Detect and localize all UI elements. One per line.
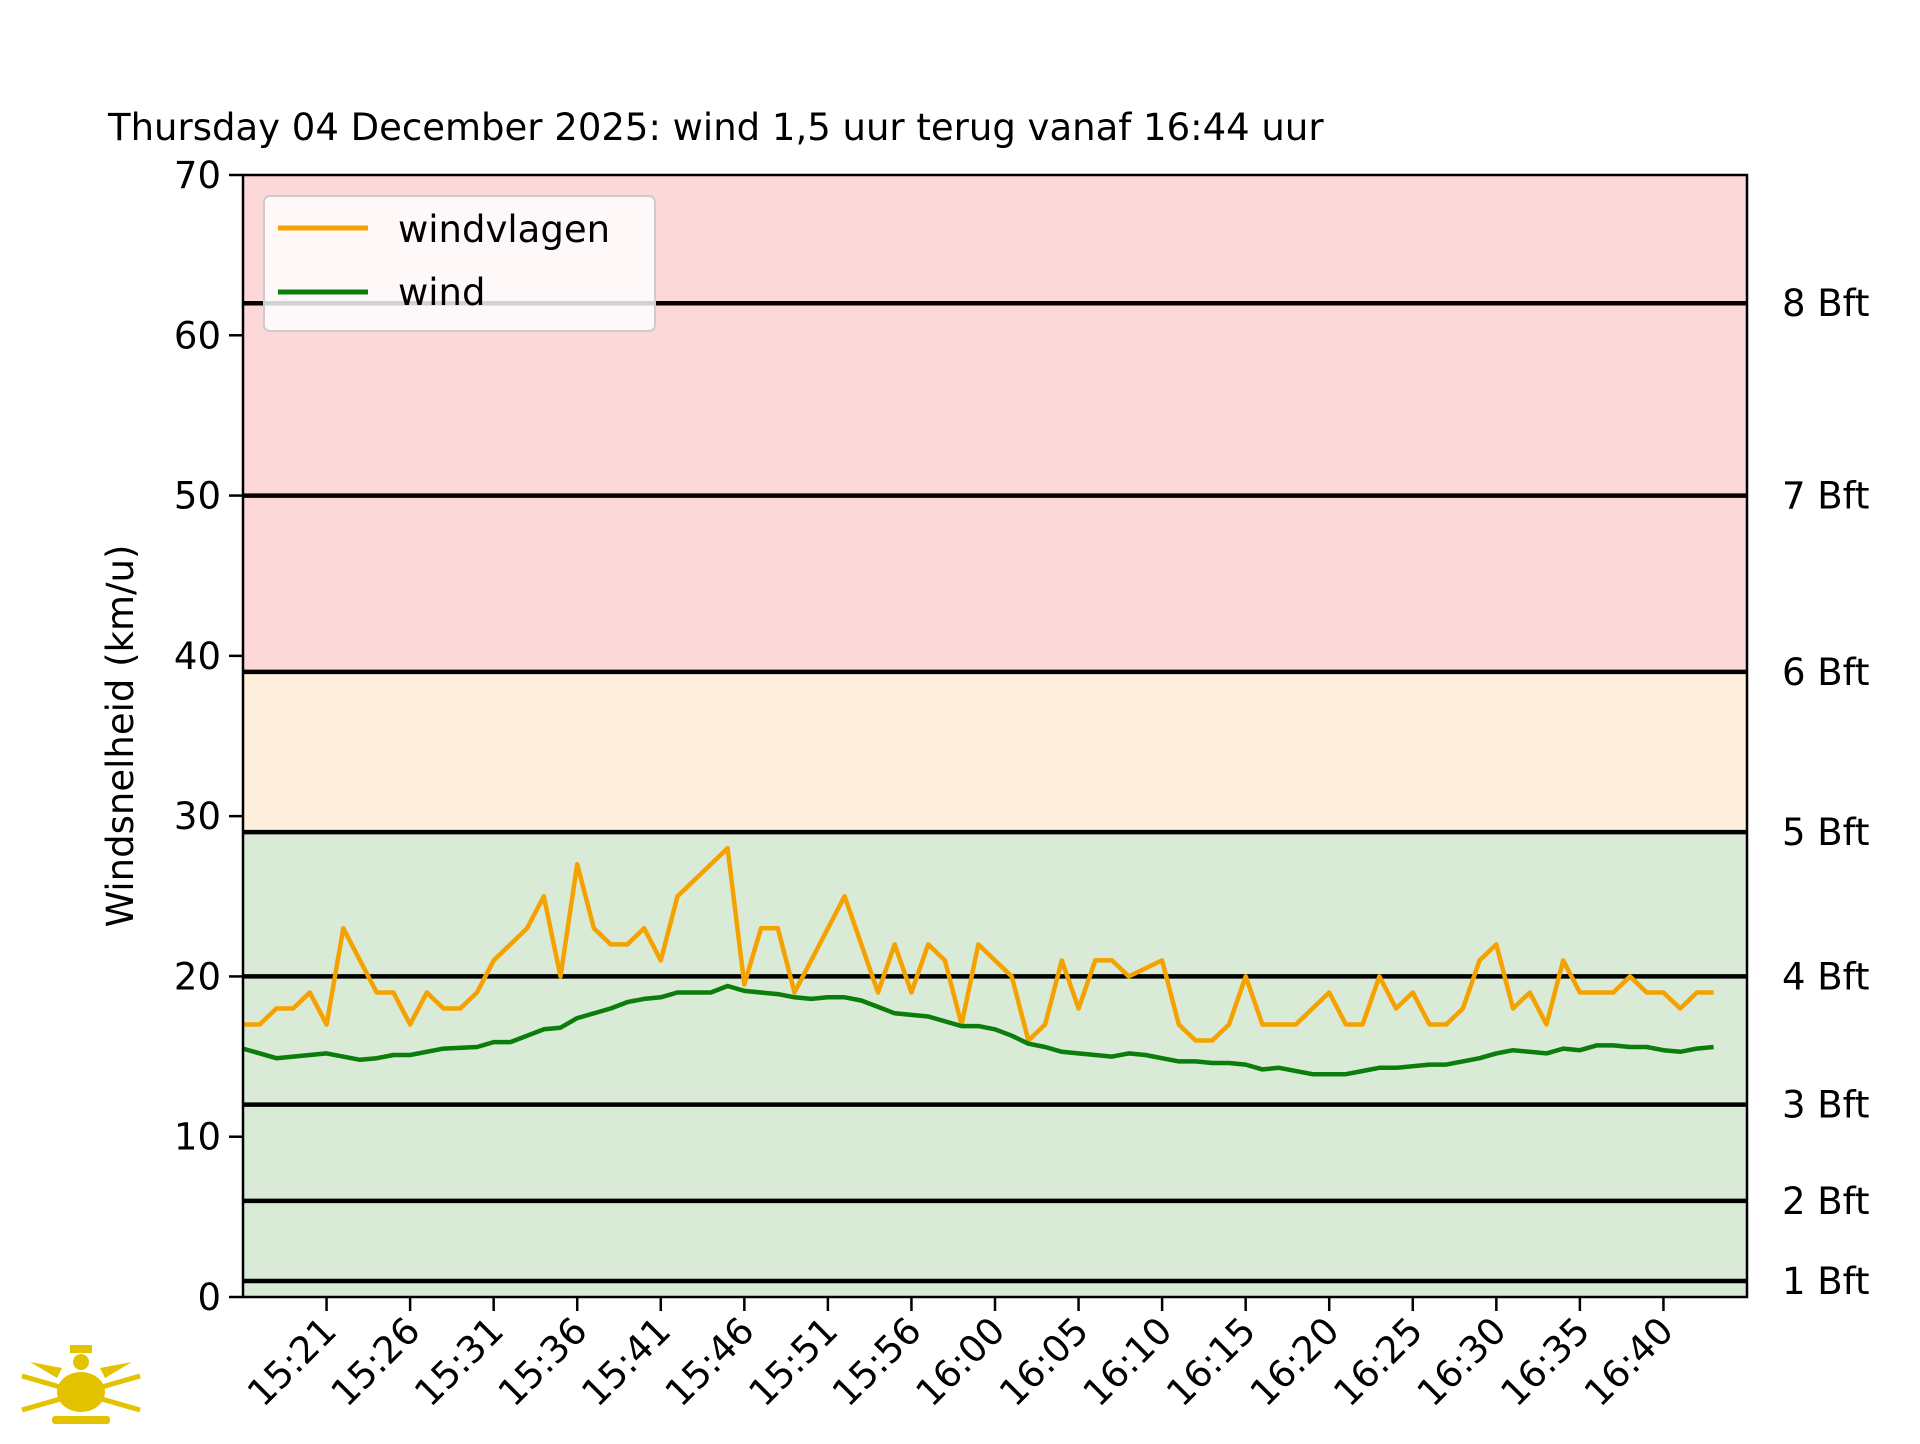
x-tick-label-16:00: 16:00	[908, 1309, 1014, 1415]
y-tick-label-50: 50	[174, 475, 221, 518]
beaufort-label-7: 7 Bft	[1782, 475, 1870, 518]
x-tick-label-15:31: 15:31	[406, 1309, 512, 1415]
x-tick-label-15:26: 15:26	[323, 1309, 429, 1415]
x-tick-label-16:05: 16:05	[991, 1309, 1097, 1415]
beaufort-label-6: 6 Bft	[1782, 651, 1870, 694]
y-tick-label-70: 70	[174, 154, 221, 197]
beaufort-label-3: 3 Bft	[1782, 1084, 1870, 1127]
y-tick-label-20: 20	[174, 955, 221, 998]
rowing-club-emblem-icon	[21, 1345, 141, 1424]
wind-zone-band-1	[243, 671, 1747, 833]
legend: windvlagen wind	[263, 195, 656, 332]
x-tick-label-16:20: 16:20	[1242, 1309, 1348, 1415]
beaufort-labels: 1 Bft 2 Bft 3 Bft 4 Bft 5 Bft 6 Bft 7 Bft 8 Bft	[1782, 282, 1870, 1303]
y-tick-label-60: 60	[174, 314, 221, 357]
y-tick-label-30: 30	[174, 795, 221, 838]
x-tick-label-16:25: 16:25	[1325, 1309, 1431, 1415]
beaufort-label-8: 8 Bft	[1782, 282, 1870, 325]
beaufort-label-4: 4 Bft	[1782, 955, 1870, 998]
legend-label-wind: wind	[398, 271, 485, 314]
x-tick-label-16:15: 16:15	[1158, 1309, 1264, 1415]
x-tick-label-15:56: 15:56	[824, 1309, 930, 1415]
y-tick-label-10: 10	[174, 1116, 221, 1159]
series-lines	[242, 845, 1714, 1077]
x-tick-label-16:10: 16:10	[1075, 1309, 1181, 1415]
wind-zone-bands	[243, 175, 1747, 1297]
beaufort-label-1: 1 Bft	[1782, 1260, 1870, 1303]
legend-label-windvlagen: windvlagen	[398, 208, 610, 251]
x-tick-label-15:41: 15:41	[573, 1309, 679, 1415]
x-tick-label-15:21: 15:21	[239, 1309, 345, 1415]
x-axis: 15:2115:2615:3115:3615:4115:4615:5115:56…	[239, 1297, 1682, 1415]
y-tick-label-0: 0	[197, 1276, 221, 1319]
series-line-wind	[242, 983, 1714, 1077]
y-axis: 0 10 20 30 40 50 60 70	[174, 154, 243, 1319]
series-line-windvlagen	[243, 845, 1714, 1043]
chart-title: Thursday 04 December 2025: wind 1,5 uur …	[107, 106, 1324, 149]
x-tick-label-15:46: 15:46	[657, 1309, 763, 1415]
x-tick-label-16:35: 16:35	[1492, 1309, 1598, 1415]
x-tick-label-15:36: 15:36	[490, 1309, 596, 1415]
y-axis-label: Windsnelheid (km/u)	[99, 545, 142, 928]
beaufort-label-5: 5 Bft	[1782, 811, 1870, 854]
x-tick-label-15:51: 15:51	[740, 1309, 846, 1415]
x-tick-label-16:40: 16:40	[1576, 1309, 1682, 1415]
x-tick-label-16:30: 16:30	[1409, 1309, 1515, 1415]
wind-zone-band-0	[243, 832, 1747, 1297]
beaufort-label-2: 2 Bft	[1782, 1180, 1870, 1223]
y-tick-label-40: 40	[174, 635, 221, 678]
